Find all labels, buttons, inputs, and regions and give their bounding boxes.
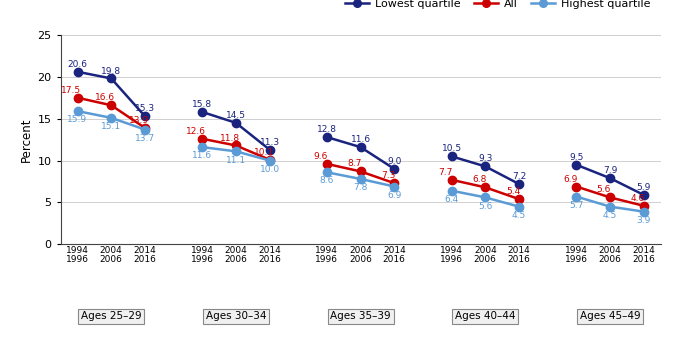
Text: 6.9: 6.9 (387, 191, 402, 200)
Text: 4.5: 4.5 (603, 211, 617, 220)
Text: 4.5: 4.5 (512, 211, 526, 220)
Text: 15.1: 15.1 (101, 122, 121, 131)
Text: 15.8: 15.8 (192, 100, 212, 109)
Text: 17.5: 17.5 (61, 86, 82, 95)
Text: 7.7: 7.7 (438, 168, 453, 177)
Text: 11.3: 11.3 (259, 138, 280, 147)
Text: 13.9: 13.9 (129, 116, 149, 125)
Text: 10.5: 10.5 (441, 144, 462, 154)
Text: 15.3: 15.3 (135, 104, 155, 113)
Text: 5.6: 5.6 (596, 185, 611, 194)
Text: 6.9: 6.9 (563, 174, 578, 184)
Text: 11.6: 11.6 (192, 151, 212, 160)
Text: 6.8: 6.8 (472, 176, 487, 184)
Text: 9.3: 9.3 (478, 155, 493, 163)
Text: 13.7: 13.7 (135, 134, 155, 143)
Text: 5.6: 5.6 (478, 202, 493, 210)
Text: 12.6: 12.6 (186, 127, 206, 136)
Text: 10.0: 10.0 (259, 165, 280, 174)
Text: 7.8: 7.8 (353, 183, 368, 192)
Text: 9.0: 9.0 (387, 157, 402, 166)
Text: 14.5: 14.5 (226, 111, 246, 120)
Text: 11.1: 11.1 (226, 156, 246, 164)
Text: 7.2: 7.2 (512, 172, 526, 181)
Text: 5.4: 5.4 (506, 187, 520, 196)
Text: 8.6: 8.6 (319, 177, 334, 185)
Text: Ages 40–44: Ages 40–44 (455, 311, 516, 321)
Text: Ages 45–49: Ages 45–49 (580, 311, 640, 321)
Text: 15.9: 15.9 (67, 115, 88, 124)
Text: 19.8: 19.8 (101, 67, 121, 75)
Text: 7.3: 7.3 (381, 171, 396, 180)
Text: 11.8: 11.8 (220, 134, 240, 142)
Legend: Lowest quartile, All, Highest quartile: Lowest quartile, All, Highest quartile (340, 0, 655, 13)
Text: 6.4: 6.4 (444, 195, 459, 204)
Text: 4.6: 4.6 (630, 194, 645, 203)
Text: Ages 25–29: Ages 25–29 (81, 311, 142, 321)
Text: Ages 30–34: Ages 30–34 (206, 311, 266, 321)
Text: 9.6: 9.6 (313, 152, 328, 161)
Text: 10.1: 10.1 (253, 148, 274, 157)
Text: 7.9: 7.9 (603, 166, 617, 175)
Text: 5.7: 5.7 (569, 201, 584, 210)
Y-axis label: Percent: Percent (20, 117, 33, 162)
Text: 12.8: 12.8 (317, 125, 337, 134)
Text: 5.9: 5.9 (636, 183, 651, 192)
Text: 9.5: 9.5 (569, 153, 584, 162)
Text: 16.6: 16.6 (95, 93, 115, 102)
Text: 8.7: 8.7 (347, 159, 362, 169)
Text: 11.6: 11.6 (350, 135, 371, 144)
Text: Ages 35–39: Ages 35–39 (330, 311, 391, 321)
Text: 20.6: 20.6 (67, 60, 88, 69)
Text: 3.9: 3.9 (636, 216, 651, 225)
